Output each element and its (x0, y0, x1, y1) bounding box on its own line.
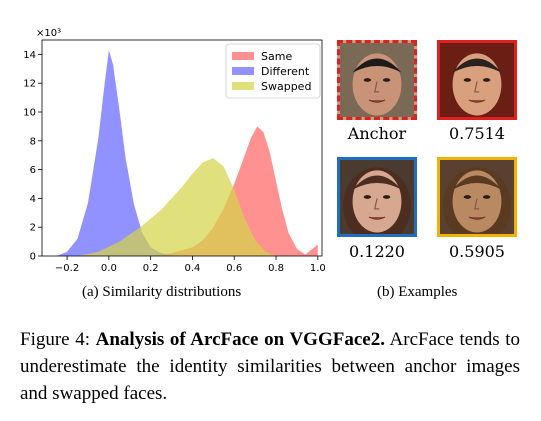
caption-bold: Analysis of ArcFace on VGGFace2. (95, 329, 385, 350)
different-face-image (337, 157, 417, 237)
same-face-image (437, 40, 517, 120)
series-same-area (129, 126, 318, 257)
legend-label-swapped: Swapped (261, 80, 311, 93)
subcaption-a: (a) Similarity distributions (82, 284, 242, 300)
y-tick-label: 4 (30, 194, 36, 205)
series-swapped-area (77, 158, 276, 256)
different-score-label: 0.1220 (349, 242, 405, 261)
x-tick-label: 0.6 (226, 263, 242, 274)
same-score-label: 0.7514 (449, 124, 505, 143)
swapped-face-image (437, 157, 517, 237)
x-tick-label: 1.0 (310, 263, 326, 274)
caption-rest: ArcFace tends to underestimate the ident… (20, 329, 520, 404)
legend-label-different: Different (261, 65, 310, 78)
legend-swatch-swapped (232, 82, 254, 90)
y-axis-multiplier: ×10³ (36, 28, 61, 39)
legend-swatch-same (232, 52, 254, 60)
anchor-label: Anchor (347, 124, 407, 143)
x-tick-label: 0.0 (101, 263, 117, 274)
y-tick-label: 6 (30, 165, 36, 176)
figure-caption: Figure 4: Analysis of ArcFace on VGGFace… (20, 326, 520, 407)
x-tick-label: −0.2 (55, 263, 79, 274)
legend-swatch-different (232, 67, 254, 75)
subcaption-b: (b) Examples (377, 284, 458, 300)
axes-layer: −0.2 0.0 0.2 0.4 0.6 0.8 1.0 0 2 4 6 8 10 12 14 (23, 39, 326, 274)
y-tick-label: 2 (30, 223, 36, 234)
legend: Same Different Swapped (225, 43, 321, 99)
y-tick-label: 14 (23, 50, 36, 61)
anchor-face-image (337, 40, 417, 120)
x-tick-label: 0.4 (184, 263, 200, 274)
x-tick-label: 0.8 (268, 263, 284, 274)
similarity-distribution-chart: ×10³ −0.2 0.0 0.2 0.4 0.6 0.8 1.0 0 2 4 6 8 10 12 14 S… (23, 28, 326, 274)
series-different-area (56, 50, 182, 256)
x-tick-label: 0.2 (143, 263, 159, 274)
legend-label-same: Same (261, 50, 292, 63)
plot-frame (41, 39, 323, 257)
y-tick-label: 10 (23, 108, 36, 119)
series-layer (56, 50, 318, 257)
y-tick-label: 0 (30, 252, 36, 263)
y-tick-label: 12 (23, 79, 36, 90)
caption-prefix: Figure 4: (20, 329, 96, 350)
swapped-score-label: 0.5905 (449, 242, 505, 261)
y-tick-label: 8 (30, 136, 36, 147)
